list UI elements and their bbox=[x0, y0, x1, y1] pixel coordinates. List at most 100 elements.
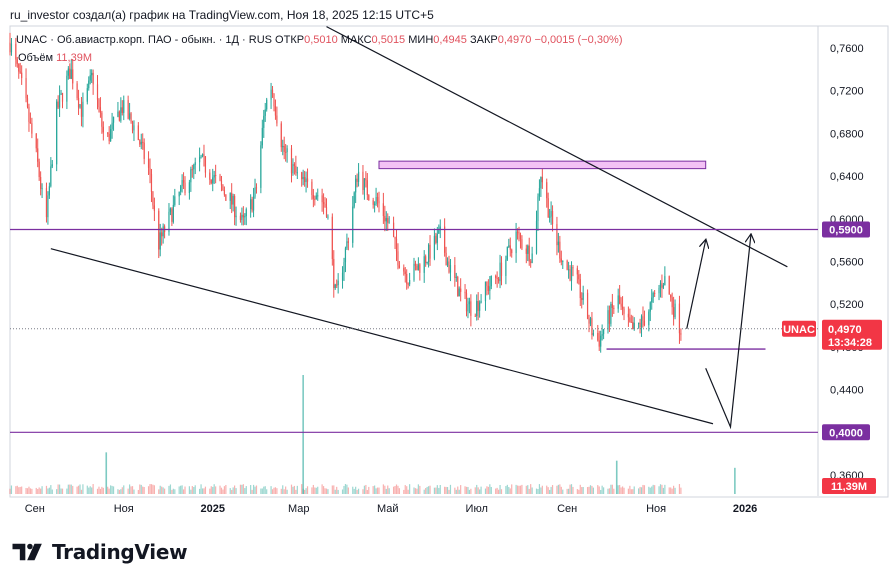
volume-legend[interactable]: Объём 11,39M bbox=[18, 52, 92, 64]
candle-body bbox=[91, 72, 93, 76]
volume-bar bbox=[356, 489, 358, 494]
candle-body bbox=[337, 280, 339, 286]
volume-bar bbox=[627, 488, 629, 494]
volume-spike bbox=[615, 460, 618, 494]
volume-bar bbox=[355, 486, 357, 494]
candle-body bbox=[438, 230, 440, 234]
volume-bar bbox=[436, 485, 438, 494]
candle-body bbox=[362, 171, 364, 191]
volume-bar bbox=[538, 484, 541, 494]
candle-body bbox=[232, 195, 234, 205]
candle-body bbox=[661, 283, 663, 288]
symbol-legend[interactable]: UNAC · Об.авиастр.корп. ПАО - обыкн. · 1… bbox=[16, 34, 623, 46]
volume-bar bbox=[511, 484, 513, 494]
candle-body bbox=[384, 216, 386, 222]
volume-bar bbox=[304, 489, 306, 494]
candle-body bbox=[239, 215, 242, 220]
candle-body bbox=[465, 293, 468, 312]
volume-bar bbox=[468, 489, 471, 494]
volume-bar bbox=[427, 486, 430, 494]
volume-bar bbox=[306, 486, 309, 494]
candle-body bbox=[662, 285, 665, 288]
volume-bar bbox=[137, 489, 139, 494]
volume-bar bbox=[101, 486, 103, 494]
candle-body bbox=[56, 101, 58, 165]
candle-body bbox=[254, 187, 256, 197]
candle-body bbox=[541, 176, 543, 183]
volume-bar bbox=[505, 486, 507, 494]
resistance-zone bbox=[378, 160, 707, 170]
volume-bar bbox=[579, 484, 581, 494]
volume-bar bbox=[479, 489, 481, 494]
level-price-tag-bg bbox=[822, 221, 870, 238]
volume-bar bbox=[572, 486, 574, 494]
volume-bar bbox=[414, 488, 417, 494]
candle-body bbox=[528, 245, 530, 262]
candle-body bbox=[215, 175, 217, 177]
candle-body bbox=[525, 248, 527, 254]
volume-bar bbox=[341, 489, 344, 494]
volume-bar bbox=[276, 488, 278, 494]
volume-bar bbox=[28, 486, 30, 494]
volume-bar bbox=[244, 488, 246, 494]
candle-body bbox=[588, 318, 590, 324]
candle-body bbox=[603, 329, 605, 335]
candle-body bbox=[38, 161, 40, 178]
candle-body bbox=[69, 68, 71, 79]
volume-bar bbox=[343, 485, 345, 494]
volume-bar bbox=[521, 484, 523, 494]
candle-body bbox=[302, 176, 304, 180]
candle-body bbox=[444, 226, 446, 253]
volume-bar bbox=[546, 485, 548, 494]
candle-body bbox=[670, 294, 672, 298]
candle-body bbox=[123, 100, 125, 113]
volume-bar bbox=[374, 485, 376, 494]
candle-body bbox=[470, 301, 472, 316]
volume-spike bbox=[302, 375, 304, 494]
candle-body bbox=[546, 182, 548, 199]
volume-bar bbox=[591, 485, 593, 494]
volume-bar bbox=[407, 489, 409, 494]
volume-bar bbox=[651, 486, 653, 494]
candle-body bbox=[506, 246, 508, 260]
volume-bar bbox=[638, 488, 640, 494]
volume-bar bbox=[149, 484, 151, 494]
tradingview-brand[interactable]: TradingView bbox=[12, 540, 188, 564]
volume-bar bbox=[610, 484, 612, 494]
candle-body bbox=[566, 260, 568, 270]
forecast-arrow-1 bbox=[686, 240, 706, 329]
candle-body bbox=[57, 101, 59, 108]
candle-body bbox=[283, 145, 285, 152]
candle-body bbox=[322, 202, 325, 204]
candle-body bbox=[210, 179, 212, 184]
volume-bar bbox=[562, 489, 564, 494]
volume-bar bbox=[314, 487, 316, 494]
volume-bar bbox=[82, 484, 84, 494]
volume-bar bbox=[163, 488, 166, 494]
volume-bar bbox=[592, 487, 594, 494]
volume-bar bbox=[327, 489, 329, 494]
candle-body bbox=[623, 308, 625, 314]
volume-bar bbox=[147, 486, 150, 494]
candle-body bbox=[607, 310, 609, 330]
legend-close: 0,4970 bbox=[497, 34, 532, 46]
volume-bar bbox=[325, 488, 328, 494]
volume-bar bbox=[433, 487, 436, 494]
candle-body bbox=[445, 252, 447, 266]
volume-bar bbox=[662, 487, 665, 494]
candle-body bbox=[497, 278, 500, 282]
candle-body bbox=[639, 322, 641, 328]
volume-bar bbox=[57, 484, 59, 494]
volume-bar bbox=[668, 487, 670, 494]
candle-body bbox=[150, 174, 153, 192]
volume-bar bbox=[643, 485, 646, 494]
volume-bar bbox=[118, 489, 120, 494]
candle-body bbox=[51, 164, 53, 167]
volume-bar bbox=[180, 485, 182, 494]
volume-bar bbox=[344, 484, 347, 494]
candle-body bbox=[213, 175, 215, 178]
volume-bar bbox=[621, 486, 624, 494]
volume-bar bbox=[630, 489, 632, 494]
candle-body bbox=[550, 211, 552, 217]
